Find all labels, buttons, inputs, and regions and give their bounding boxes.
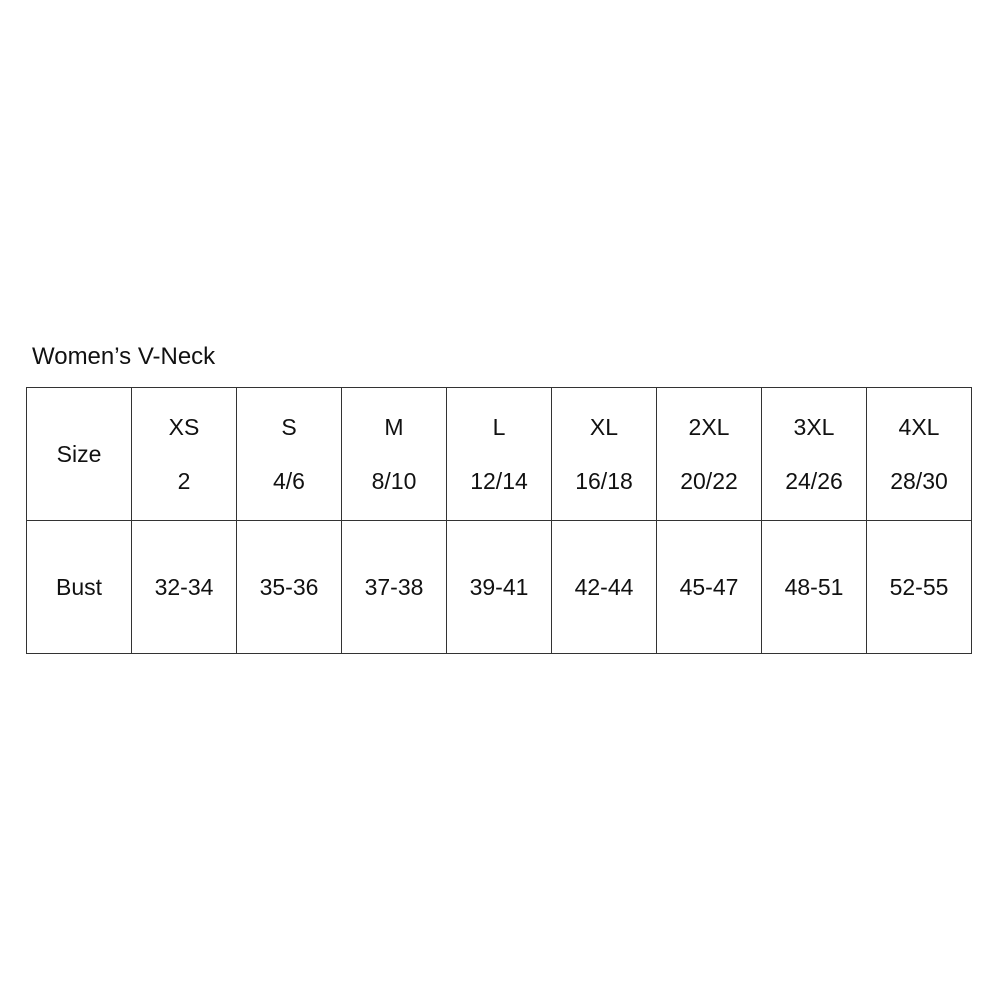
size-number: 4/6	[273, 467, 305, 494]
size-letter: 4XL	[898, 413, 940, 440]
bust-cell: 32-34	[131, 520, 237, 654]
size-cell: L 12/14	[446, 387, 552, 521]
size-number: 16/18	[575, 467, 633, 494]
size-number: 8/10	[371, 467, 417, 494]
size-cell: 2XL 20/22	[656, 387, 762, 521]
size-number: 24/26	[785, 467, 843, 494]
bust-cell: 48-51	[761, 520, 867, 654]
size-cell: XS 2	[131, 387, 237, 521]
size-table: Size XS 2 S 4/6 M 8/10 L 12/14 XL 16/18 2XL 20/22 3X…	[26, 387, 972, 654]
size-number: 2	[177, 467, 191, 494]
size-number: 12/14	[470, 467, 528, 494]
bust-cell: 35-36	[236, 520, 342, 654]
size-number: 28/30	[890, 467, 948, 494]
size-letter: S	[281, 413, 297, 440]
size-number: 20/22	[680, 467, 738, 494]
bust-cell: 52-55	[866, 520, 972, 654]
size-label: Size	[26, 387, 132, 521]
size-cell: S 4/6	[236, 387, 342, 521]
size-cell: 3XL 24/26	[761, 387, 867, 521]
size-letter: L	[492, 413, 506, 440]
bust-cell: 45-47	[656, 520, 762, 654]
size-letter: 3XL	[793, 413, 835, 440]
size-cell: 4XL 28/30	[866, 387, 972, 521]
bust-label: Bust	[26, 520, 132, 654]
size-letter: XS	[168, 413, 200, 440]
size-row: Size XS 2 S 4/6 M 8/10 L 12/14 XL 16/18 2XL 20/22 3X…	[26, 387, 972, 521]
bust-cell: 37-38	[341, 520, 447, 654]
chart-title: Women’s V-Neck	[32, 343, 216, 370]
size-letter: 2XL	[688, 413, 730, 440]
size-letter: M	[384, 413, 404, 440]
bust-cell: 42-44	[551, 520, 657, 654]
size-letter: XL	[589, 413, 619, 440]
size-cell: M 8/10	[341, 387, 447, 521]
size-cell: XL 16/18	[551, 387, 657, 521]
bust-row: Bust 32-34 35-36 37-38 39-41 42-44 45-47 48-51…	[26, 520, 972, 654]
bust-cell: 39-41	[446, 520, 552, 654]
